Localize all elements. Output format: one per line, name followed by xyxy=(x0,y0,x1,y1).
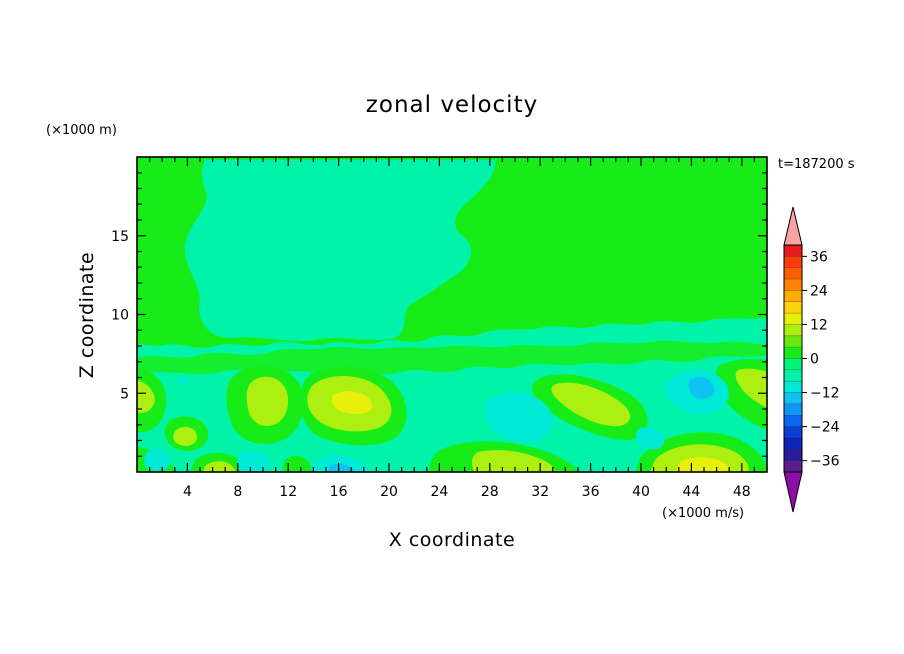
x-tick-label: 4 xyxy=(183,484,192,500)
field-neg-f xyxy=(636,426,665,450)
colorbar-swatch xyxy=(784,313,802,325)
colorbar-swatch xyxy=(784,335,802,348)
x-tick-label: 8 xyxy=(233,484,242,500)
x-ticks: 4 8 12 16 20 24 28 32 36 40 44 48 xyxy=(149,157,756,500)
colorbar-tick-label: −36 xyxy=(810,454,840,470)
y-ticks: 5 10 15 xyxy=(111,172,767,457)
field-lobe-e-core xyxy=(735,368,767,408)
field-lobe-b-core xyxy=(246,376,289,427)
colorbar-swatch xyxy=(784,245,802,257)
colorbar-swatch xyxy=(784,279,802,291)
y-unit-label: (×1000 m) xyxy=(46,123,117,138)
colorbar-swatch xyxy=(784,347,802,359)
colorbar-tick-label: −12 xyxy=(810,386,840,402)
y-tick-label: 10 xyxy=(111,308,129,324)
colorbar-swatch xyxy=(784,392,802,404)
y-tick-label: 5 xyxy=(120,386,129,402)
field-lobe-c-core xyxy=(331,391,373,414)
colorbar-swatch xyxy=(784,369,802,382)
colorbar: 36 24 12 0 −12 −24 −36 xyxy=(783,206,840,513)
colorbar-extend-high xyxy=(783,206,803,246)
colorbar-swatch xyxy=(784,460,802,472)
y-tick-label: 15 xyxy=(111,229,129,245)
chart-title: zonal velocity xyxy=(366,92,538,118)
y-axis-label: Z coordinate xyxy=(76,252,98,378)
field-neg-b-core xyxy=(688,377,715,399)
field-neg-e-core xyxy=(328,464,355,472)
colorbar-swatch xyxy=(784,449,802,461)
colorbar-swatch xyxy=(784,358,802,370)
colorbar-tick-label: 36 xyxy=(810,249,828,265)
x-tick-label: 20 xyxy=(380,484,398,500)
colorbar-swatch xyxy=(784,437,802,450)
x-unit-label: (×1000 m/s) xyxy=(662,506,744,521)
colorbar-swatch xyxy=(784,415,802,427)
field-neg-d xyxy=(237,451,271,472)
field-bottom-c xyxy=(282,455,312,472)
colorbar-swatch xyxy=(784,290,802,302)
colorbar-swatch xyxy=(784,403,802,416)
field-lobe-a-core xyxy=(173,426,198,446)
x-axis-label: X coordinate xyxy=(389,529,515,551)
x-tick-label: 16 xyxy=(330,484,348,500)
x-tick-label: 24 xyxy=(430,484,448,500)
colorbar-swatch xyxy=(784,267,802,280)
field-lower-band xyxy=(137,340,767,374)
heatmap-field xyxy=(137,157,767,472)
colorbar-swatch xyxy=(784,381,802,393)
colorbar-swatch xyxy=(784,426,802,438)
x-tick-label: 32 xyxy=(531,484,549,500)
x-tick-label: 28 xyxy=(481,484,499,500)
colorbar-tick-label: 24 xyxy=(810,283,828,299)
colorbar-tick-label: 0 xyxy=(810,352,819,368)
field-upper-negative-patch xyxy=(184,160,496,342)
colorbar-swatch xyxy=(784,301,802,314)
field-neg-dot xyxy=(178,378,186,386)
colorbar-swatch xyxy=(784,324,802,336)
time-label: t=187200 s xyxy=(778,157,855,172)
colorbar-tick-label: 12 xyxy=(810,317,828,333)
colorbar-swatch xyxy=(784,256,802,268)
field-bottom-b-core xyxy=(203,461,236,472)
field-lobe-d-core xyxy=(551,382,631,427)
x-tick-label: 48 xyxy=(733,484,751,500)
x-tick-label: 12 xyxy=(279,484,297,500)
x-tick-label: 40 xyxy=(632,484,650,500)
field-bottom-d-core xyxy=(471,450,556,472)
x-tick-label: 44 xyxy=(682,484,700,500)
field-neg-a xyxy=(485,392,553,443)
colorbar-extend-low xyxy=(783,471,803,513)
field-neg-c xyxy=(144,448,170,471)
field-lobe-left-core xyxy=(137,380,155,413)
colorbar-tick-label: −24 xyxy=(810,420,840,436)
x-tick-label: 36 xyxy=(582,484,600,500)
